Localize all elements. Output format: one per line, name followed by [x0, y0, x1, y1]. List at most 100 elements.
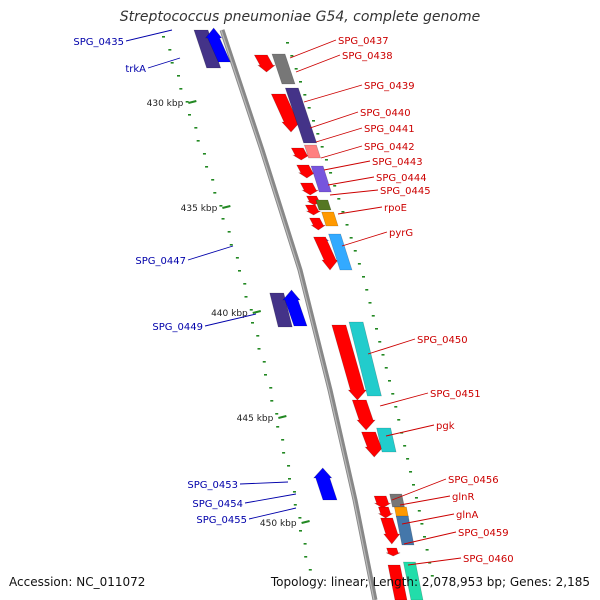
scale-dot — [299, 81, 302, 83]
scale-dot — [316, 133, 320, 135]
scale-dot — [213, 192, 217, 194]
gene-rpoE-b[interactable] — [317, 211, 339, 227]
leader-line — [147, 57, 181, 69]
gene-label-right[interactable]: SPG_0450 — [417, 335, 468, 346]
gene-SPG_0444[interactable] — [307, 165, 332, 193]
gene-glnR-c[interactable] — [390, 506, 409, 518]
gene-label-left[interactable]: SPG_0453 — [187, 480, 238, 491]
gene-SPG_0435[interactable] — [189, 29, 222, 69]
gene-label-right[interactable]: SPG_0437 — [338, 36, 389, 47]
gene-label-right[interactable]: SPG_0460 — [463, 554, 514, 565]
gene-trkA[interactable] — [201, 27, 231, 63]
gene-SPG_0441[interactable] — [287, 147, 311, 161]
scale-dot — [303, 543, 307, 545]
leader-line — [204, 313, 257, 327]
scale-dot — [194, 127, 198, 129]
gene-SPG_0459[interactable] — [383, 547, 401, 557]
gene-SPG_0451[interactable] — [347, 399, 376, 431]
gene-label-left[interactable]: SPG_0435 — [73, 37, 124, 48]
leader-line — [379, 392, 429, 407]
gene-label-right[interactable]: SPG_0443 — [372, 157, 423, 168]
leader-line — [125, 29, 173, 42]
leader-line — [329, 189, 379, 196]
gene-SPG_0445b[interactable] — [302, 204, 322, 216]
scale-dot — [188, 114, 191, 116]
scale-tick — [188, 100, 197, 104]
leader-line — [320, 145, 363, 159]
gene-label-right[interactable]: SPG_0445 — [380, 186, 431, 197]
gene-pyrG[interactable] — [309, 236, 339, 271]
gene-SPG_0450[interactable] — [327, 324, 368, 401]
leader-line — [403, 531, 457, 545]
gene-SPG_0449[interactable] — [265, 292, 293, 328]
gene-pgk[interactable] — [357, 431, 384, 458]
gene-pyrG-b[interactable] — [324, 233, 353, 271]
gene-label-right[interactable]: glnR — [452, 492, 474, 503]
scale-dot — [249, 309, 253, 311]
gene-label-right[interactable]: glnA — [456, 510, 478, 521]
gene-label-right[interactable]: SPG_0441 — [364, 124, 415, 135]
gene-label-left[interactable]: SPG_0455 — [196, 515, 247, 526]
gene-label-right[interactable]: SPG_0444 — [376, 173, 427, 184]
scale-dot — [243, 283, 247, 285]
gene-label-left[interactable]: SPG_0454 — [192, 499, 243, 510]
gene-label-right[interactable]: pgk — [436, 421, 455, 432]
scale-dot — [262, 361, 266, 363]
scale-dot — [337, 198, 341, 200]
scale-dot — [333, 185, 337, 187]
gene-SPG_0443[interactable] — [293, 164, 316, 179]
scale-dot — [293, 504, 297, 506]
leader-line — [323, 160, 371, 171]
scale-dot — [349, 237, 353, 239]
scale-dot — [341, 211, 345, 213]
gene-label-left[interactable]: SPG_0449 — [152, 322, 203, 333]
scale-dot — [403, 445, 407, 447]
gene-label-left[interactable]: trkA — [125, 64, 146, 75]
gene-label-right[interactable]: rpoE — [384, 203, 407, 214]
gene-SPG_0440[interactable] — [281, 87, 318, 144]
scale-label: 430 kbp — [147, 99, 184, 109]
scale-dot — [420, 523, 424, 525]
gene-SPG_0437[interactable] — [250, 54, 276, 73]
gene-SPG_0456[interactable] — [370, 495, 392, 509]
gene-SPG_0460[interactable] — [384, 564, 408, 600]
gene-label-right[interactable]: pyrG — [389, 228, 413, 239]
gene-SPG_0460b[interactable] — [399, 561, 424, 600]
gene-label-left[interactable]: SPG_0447 — [135, 256, 186, 267]
scale-dot — [394, 406, 398, 408]
scale-dot — [320, 146, 324, 148]
scale-dot — [345, 224, 349, 226]
leader-line — [367, 338, 416, 355]
gene-SPG_0450b[interactable] — [344, 321, 382, 397]
gene-SPG_0453[interactable] — [309, 467, 338, 501]
gene-glnA-b[interactable] — [376, 517, 401, 545]
gene-rpoE[interactable] — [312, 199, 332, 211]
scale-dot — [303, 94, 307, 96]
scale-dot — [294, 68, 298, 70]
gene-label-right[interactable]: SPG_0456 — [448, 475, 499, 486]
gene-label-right[interactable]: SPG_0442 — [364, 142, 415, 153]
gene-pgk-b[interactable] — [372, 427, 397, 453]
gene-SPG_0442[interactable] — [300, 144, 321, 159]
gene-label-right[interactable]: SPG_0451 — [430, 389, 481, 400]
gene-glnA[interactable] — [392, 515, 415, 546]
genome-summary-text: Topology: linear; Length: 2,078,953 bp; … — [270, 575, 590, 589]
leader-line — [391, 478, 447, 501]
gene-label-right[interactable]: SPG_0440 — [360, 108, 411, 119]
gene-label-right[interactable]: SPG_0439 — [364, 81, 415, 92]
gene-SPG_0446[interactable] — [306, 217, 327, 231]
gene-label-right[interactable]: SPG_0438 — [342, 51, 393, 62]
gene-SPG_0449b[interactable] — [278, 289, 308, 327]
gene-SPG_0444b[interactable] — [296, 182, 320, 196]
scale-dot — [298, 517, 302, 519]
scale-label: 440 kbp — [211, 309, 248, 319]
gene-label-right[interactable]: SPG_0459 — [458, 528, 509, 539]
gene-SPG_0439[interactable] — [266, 93, 301, 133]
scale-dot — [384, 367, 388, 369]
leader-line — [327, 176, 375, 186]
gene-glnR-b[interactable] — [375, 506, 394, 519]
leader-line — [289, 39, 337, 59]
gene-SPG_0438[interactable] — [267, 53, 296, 85]
scale-dot — [205, 166, 209, 168]
scale-dot — [162, 36, 165, 38]
